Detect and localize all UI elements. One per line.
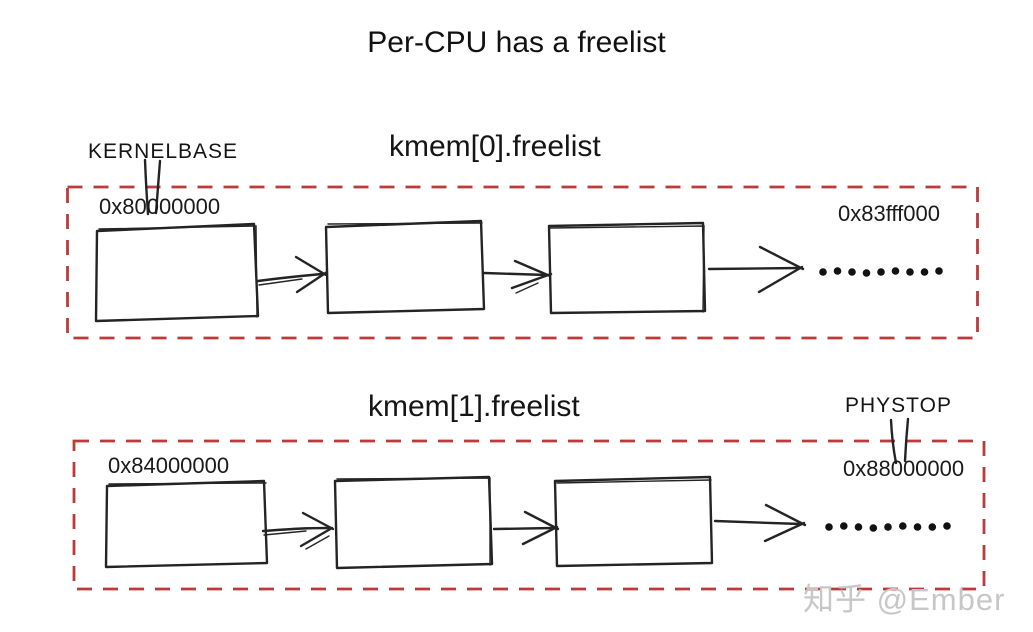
freelist-1-start-address: 0x84000000 bbox=[108, 453, 230, 478]
node-box-accent bbox=[327, 222, 483, 225]
freelist-1-drawing bbox=[72, 417, 986, 591]
node-box-accent bbox=[108, 482, 267, 485]
link-arrow-head bbox=[301, 511, 335, 531]
link-arrow bbox=[256, 272, 324, 283]
long-arrow-head bbox=[764, 503, 807, 527]
marker-tick bbox=[889, 418, 898, 465]
link-arrow bbox=[261, 526, 332, 533]
node-box-accent bbox=[336, 477, 491, 566]
link-arrow-head bbox=[295, 270, 329, 294]
node-box bbox=[324, 219, 486, 315]
link-arrow-stray bbox=[515, 282, 539, 294]
link-arrow-stray bbox=[258, 278, 303, 286]
ellipsis bbox=[825, 522, 951, 532]
freelist-0-drawing bbox=[66, 158, 979, 340]
long-arrow-head bbox=[757, 265, 804, 294]
watermark: 知乎 @Ember bbox=[803, 582, 1006, 617]
node-box bbox=[104, 479, 269, 569]
link-arrow bbox=[482, 271, 549, 277]
freelist-0-title: kmem[0].freelist bbox=[389, 130, 601, 163]
link-arrow-stray bbox=[263, 530, 307, 536]
marker-tick bbox=[154, 159, 162, 215]
link-arrow bbox=[492, 526, 556, 531]
node-box-accent bbox=[549, 225, 705, 313]
long-arrow-head bbox=[763, 521, 806, 543]
node-box bbox=[553, 475, 714, 568]
phystop-label: PHYSTOP bbox=[845, 394, 952, 417]
long-arrow bbox=[707, 266, 801, 271]
link-arrow-head bbox=[523, 510, 560, 531]
link-arrow-head bbox=[521, 525, 559, 546]
marker-tick bbox=[903, 417, 910, 463]
link-arrow-stray bbox=[305, 535, 330, 550]
link-arrow-head bbox=[513, 259, 552, 278]
dashed-boundary-0 bbox=[66, 185, 979, 340]
node-box-accent bbox=[556, 479, 712, 484]
freelist-0-start-address: 0x80000000 bbox=[99, 194, 221, 219]
node-box bbox=[547, 221, 707, 315]
diagram-title: Per-CPU has a freelist bbox=[367, 26, 666, 59]
node-box-accent bbox=[98, 225, 258, 318]
marker-tick bbox=[143, 158, 150, 216]
kernelbase-label: KERNELBASE bbox=[88, 140, 239, 163]
link-arrow-head bbox=[510, 272, 553, 290]
freelist-1-title: kmem[1].freelist bbox=[368, 390, 580, 423]
ellipsis bbox=[819, 267, 943, 277]
link-arrow-head bbox=[294, 255, 328, 277]
node-box bbox=[333, 475, 494, 570]
freelist-1-end-address: 0x88000000 bbox=[843, 456, 965, 481]
freelist-0-end-address: 0x83fff000 bbox=[838, 201, 940, 226]
long-arrow bbox=[713, 519, 803, 526]
link-arrow-head bbox=[299, 526, 334, 548]
dashed-boundary-1 bbox=[72, 439, 986, 591]
long-arrow-head bbox=[758, 245, 805, 271]
node-box bbox=[94, 222, 260, 323]
